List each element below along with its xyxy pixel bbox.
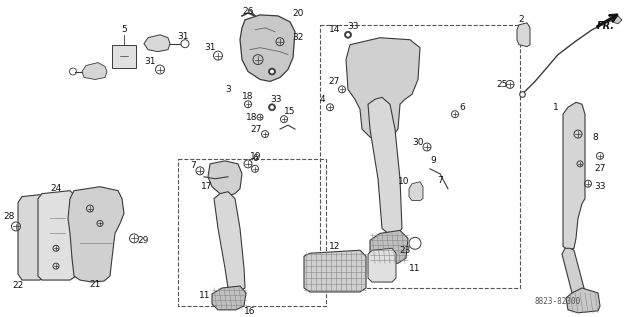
Polygon shape	[240, 15, 295, 81]
Circle shape	[269, 68, 275, 75]
Circle shape	[269, 104, 275, 111]
Text: 27: 27	[250, 125, 262, 133]
Polygon shape	[370, 230, 408, 263]
Polygon shape	[346, 38, 420, 141]
Polygon shape	[38, 191, 76, 280]
Polygon shape	[566, 288, 600, 313]
Text: 19: 19	[250, 152, 262, 161]
Text: 14: 14	[330, 25, 340, 34]
Text: 30: 30	[412, 138, 424, 146]
Text: 27: 27	[328, 77, 340, 86]
Text: 3: 3	[225, 85, 231, 94]
Bar	[178, 159, 326, 306]
Polygon shape	[517, 23, 530, 47]
Text: 16: 16	[244, 307, 256, 316]
Text: 31: 31	[144, 57, 156, 66]
Bar	[320, 25, 520, 288]
Text: 15: 15	[284, 107, 296, 116]
Text: 21: 21	[90, 280, 100, 288]
Polygon shape	[214, 192, 245, 291]
Text: 10: 10	[398, 177, 410, 186]
Text: 12: 12	[330, 242, 340, 251]
Text: 7: 7	[437, 176, 443, 185]
Text: 33: 33	[595, 182, 605, 191]
Text: 29: 29	[138, 236, 148, 245]
Polygon shape	[612, 16, 622, 24]
Text: 31: 31	[177, 32, 189, 41]
Polygon shape	[82, 62, 107, 80]
Polygon shape	[368, 248, 396, 282]
Text: 20: 20	[292, 10, 304, 18]
Text: 17: 17	[201, 182, 212, 191]
Text: 7: 7	[190, 161, 196, 170]
Text: 18: 18	[243, 92, 253, 101]
Polygon shape	[112, 45, 136, 68]
Text: 2: 2	[518, 15, 524, 24]
Text: 32: 32	[292, 33, 304, 42]
Text: 25: 25	[496, 80, 508, 89]
Circle shape	[346, 33, 350, 37]
Text: 4: 4	[319, 95, 325, 104]
Text: 11: 11	[199, 291, 211, 301]
Text: 33: 33	[270, 95, 282, 104]
Text: 11: 11	[409, 264, 420, 273]
Polygon shape	[212, 286, 246, 310]
Text: 23: 23	[399, 246, 411, 255]
Text: 33: 33	[348, 22, 359, 31]
Polygon shape	[18, 195, 44, 280]
Text: 9: 9	[430, 156, 436, 165]
Text: 31: 31	[204, 43, 216, 52]
Polygon shape	[563, 102, 585, 250]
Circle shape	[270, 70, 274, 74]
Polygon shape	[562, 248, 590, 309]
Text: 5: 5	[121, 25, 127, 34]
Circle shape	[270, 105, 274, 109]
Text: 28: 28	[3, 212, 15, 221]
Polygon shape	[208, 161, 242, 196]
Text: 1: 1	[553, 103, 559, 112]
Text: 8823-82300: 8823-82300	[535, 297, 581, 307]
Circle shape	[344, 31, 351, 38]
Text: 8: 8	[592, 133, 598, 142]
Text: 22: 22	[12, 281, 24, 289]
Polygon shape	[409, 182, 423, 201]
Text: 18: 18	[246, 113, 258, 122]
Text: FR.: FR.	[597, 21, 615, 31]
Text: 26: 26	[243, 7, 253, 16]
Text: 6: 6	[252, 154, 258, 163]
Text: 27: 27	[595, 164, 605, 173]
Text: 24: 24	[51, 184, 61, 193]
Polygon shape	[368, 97, 402, 233]
Text: 6: 6	[459, 103, 465, 112]
Polygon shape	[144, 35, 170, 52]
Polygon shape	[68, 187, 124, 282]
Polygon shape	[304, 250, 366, 292]
